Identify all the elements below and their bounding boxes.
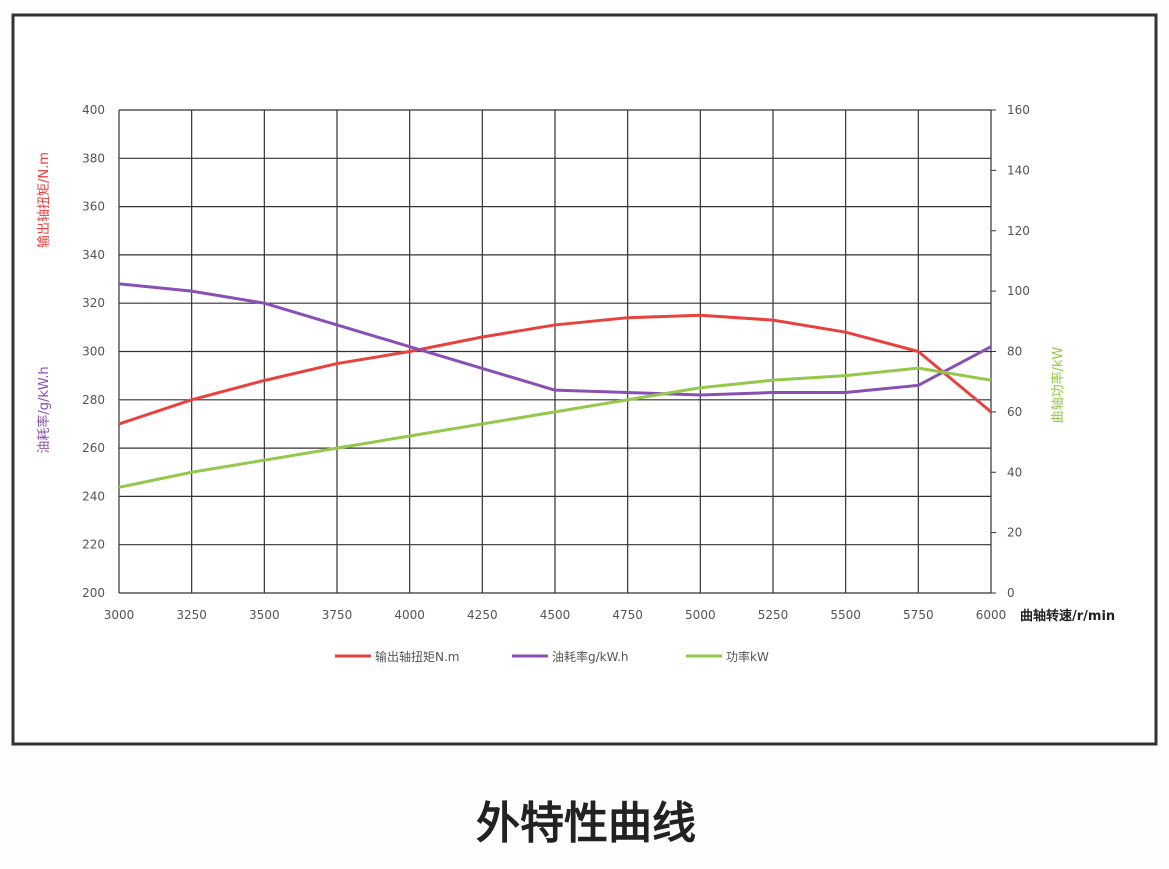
- y2-tick-label: 0: [1007, 586, 1015, 600]
- series-line: [118, 282, 992, 397]
- y-axis-label: 油耗率/g/kW.h: [36, 366, 52, 453]
- legend-label: 功率kW: [726, 649, 769, 664]
- y-tick-label: 280: [82, 393, 105, 407]
- y2-tick-label: 60: [1007, 405, 1022, 419]
- x-tick-label: 4500: [540, 608, 571, 622]
- series-line: [118, 366, 992, 489]
- x-tick-label: 5000: [685, 608, 716, 622]
- y-tick-label: 260: [82, 441, 105, 455]
- y2-tick-label: 100: [1007, 284, 1030, 298]
- x-tick-label: 5250: [758, 608, 789, 622]
- x-tick-label: 4250: [467, 608, 498, 622]
- x-tick-label: 6000: [976, 608, 1007, 622]
- x-tick-label: 4000: [394, 608, 425, 622]
- x-tick-label: 4750: [612, 608, 643, 622]
- y-tick-label: 200: [82, 586, 105, 600]
- y2-tick-label: 120: [1007, 224, 1030, 238]
- y-tick-label: 340: [82, 248, 105, 262]
- y2-axis-label: 曲轴功率/kW: [1050, 346, 1066, 423]
- series-line: [118, 313, 992, 426]
- caption: 外特性曲线: [476, 798, 696, 849]
- legend-label: 输出轴扭矩N.m: [375, 649, 459, 664]
- y-tick-label: 220: [82, 538, 105, 552]
- y2-tick-label: 20: [1007, 526, 1022, 540]
- y2-tick-label: 140: [1007, 163, 1030, 177]
- y-tick-label: 300: [82, 345, 105, 359]
- y-tick-label: 400: [82, 103, 105, 117]
- x-tick-label: 3750: [322, 608, 353, 622]
- y-tick-label: 320: [82, 296, 105, 310]
- y-tick-label: 360: [82, 200, 105, 214]
- legend-label: 油耗率g/kW.h: [552, 649, 629, 664]
- x-tick-label: 3250: [176, 608, 207, 622]
- x-tick-label: 3500: [249, 608, 280, 622]
- x-axis-label: 曲轴转速/r/min: [1020, 608, 1115, 624]
- y-axis-label: 输出轴扭矩/N.m: [36, 152, 52, 248]
- y2-tick-label: 80: [1007, 345, 1022, 359]
- x-tick-label: 5750: [903, 608, 934, 622]
- y-tick-label: 240: [82, 489, 105, 503]
- x-tick-label: 5500: [830, 608, 861, 622]
- x-tick-label: 3000: [104, 608, 135, 622]
- y2-tick-label: 40: [1007, 465, 1022, 479]
- y2-tick-label: 160: [1007, 103, 1030, 117]
- y-tick-label: 380: [82, 151, 105, 165]
- frame: [11, 13, 1158, 746]
